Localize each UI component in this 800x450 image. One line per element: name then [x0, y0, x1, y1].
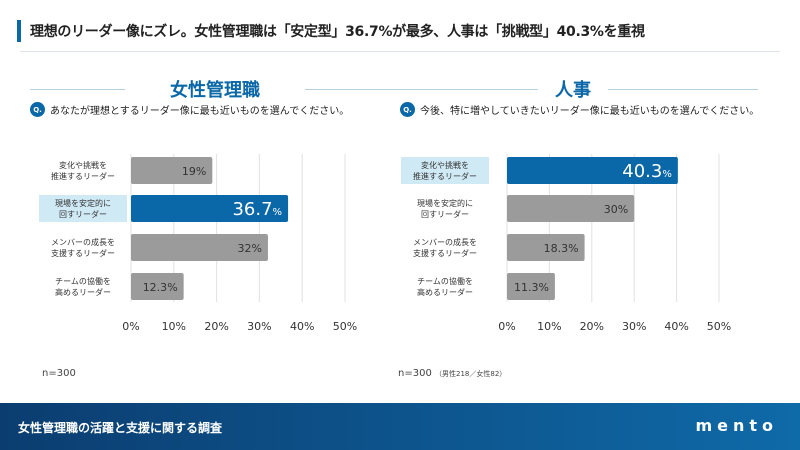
- category-label: 現場を安定的に: [55, 198, 111, 208]
- mento-logo: mento: [695, 416, 778, 435]
- title-accent: [17, 20, 21, 42]
- panel-heading: 人事: [388, 76, 758, 102]
- data-label: 30%: [604, 203, 628, 216]
- category-label: 回すリーダー: [59, 209, 107, 219]
- category-label: メンバーの成長を: [51, 237, 115, 247]
- category-label: 回すリーダー: [421, 209, 469, 219]
- category-label: 現場を安定的に: [417, 198, 473, 208]
- data-label: 36.7%: [232, 199, 282, 220]
- data-label: 40.3%: [622, 161, 672, 182]
- x-tick-label: 40%: [290, 320, 314, 333]
- x-tick-label: 50%: [333, 320, 357, 333]
- panel-heading-text: 人事: [555, 80, 591, 101]
- bar: [507, 273, 555, 300]
- data-label: 12.3%: [143, 281, 178, 294]
- data-label: 19%: [182, 165, 206, 178]
- panel-hr: 人事 Q. 今後、特に増やしていきたいリーダー像に最も近いものを選んでください。 …: [388, 70, 759, 390]
- data-label: 32%: [238, 242, 262, 255]
- x-tick-label: 30%: [622, 320, 646, 333]
- panel-heading-text: 女性管理職: [170, 80, 260, 101]
- category-label: チームの協働を: [55, 276, 111, 286]
- category-label: 支援するリーダー: [51, 248, 115, 258]
- question: Q. 今後、特に増やしていきたいリーダー像に最も近いものを選んでください。: [400, 102, 759, 117]
- panel-heading: 女性管理職: [30, 76, 400, 102]
- x-tick-label: 10%: [162, 320, 186, 333]
- x-tick-label: 10%: [537, 320, 561, 333]
- x-tick-label: 50%: [707, 320, 731, 333]
- bar: [507, 157, 678, 184]
- page-title: 理想のリーダー像にズレ。女性管理職は「安定型」36.7%が最多、人事は「挑戦型」…: [30, 24, 645, 40]
- category-label: 推進するリーダー: [51, 171, 115, 181]
- data-label: 18.3%: [544, 242, 579, 255]
- category-label: 変化や挑戦を: [59, 160, 107, 170]
- x-tick-label: 40%: [664, 320, 688, 333]
- category-label: 支援するリーダー: [413, 248, 477, 258]
- question-text: 今後、特に増やしていきたいリーダー像に最も近いものを選んでください。: [420, 106, 760, 117]
- bar: [507, 234, 585, 261]
- x-tick-label: 0%: [122, 320, 139, 333]
- category-label: チームの協働を: [417, 276, 473, 286]
- q-icon: Q.: [400, 102, 415, 117]
- category-label: メンバーの成長を: [413, 237, 477, 247]
- footer: 女性管理職の活躍と支援に関する調査 mento: [0, 403, 800, 450]
- category-label-highlight: [39, 195, 127, 222]
- x-tick-label: 0%: [498, 320, 515, 333]
- category-label: 変化や挑戦を: [421, 160, 469, 170]
- sample-size: n=300 （男性218／女性82）: [398, 368, 507, 379]
- bar: [131, 234, 268, 261]
- panel-female-managers: 女性管理職 Q. あなたが理想とするリーダー像に最も近いものを選んでください。 0…: [30, 70, 400, 390]
- footer-title: 女性管理職の活躍と支援に関する調査: [18, 421, 223, 435]
- data-label: 11.3%: [514, 281, 549, 294]
- x-tick-label: 20%: [580, 320, 604, 333]
- x-tick-label: 30%: [247, 320, 271, 333]
- question-text: あなたが理想とするリーダー像に最も近いものを選んでください。: [50, 106, 350, 117]
- category-label: 推進するリーダー: [413, 171, 477, 181]
- divider: [20, 51, 780, 52]
- category-label: 高めるリーダー: [55, 287, 111, 297]
- bar: [507, 195, 635, 222]
- q-icon: Q.: [30, 102, 45, 117]
- category-label: 高めるリーダー: [417, 287, 473, 297]
- x-tick-label: 20%: [204, 320, 228, 333]
- sample-size: n=300: [42, 368, 76, 379]
- bar: [131, 273, 184, 300]
- category-label-highlight: [401, 157, 489, 184]
- question: Q. あなたが理想とするリーダー像に最も近いものを選んでください。: [30, 102, 349, 117]
- bar: [131, 157, 213, 184]
- bar: [131, 195, 289, 222]
